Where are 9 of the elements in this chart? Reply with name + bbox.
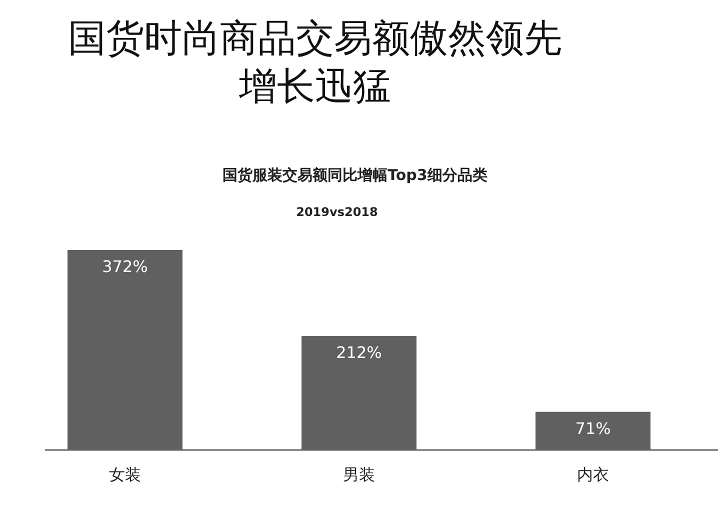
category: 男装 — [343, 465, 375, 484]
value-label: 212% — [336, 343, 382, 362]
title: 国货时尚商品交易额傲然领先增长迅猛 — [67, 15, 563, 110]
subtitle: 国货服装交易额同比增幅Top3细分品类 — [222, 166, 488, 184]
category: 女装 — [109, 465, 141, 484]
value-label: 372% — [102, 257, 148, 276]
category: 内衣 — [577, 465, 609, 484]
annotation: 2019vs2018 — [296, 205, 378, 219]
value-label: 71% — [575, 418, 611, 438]
